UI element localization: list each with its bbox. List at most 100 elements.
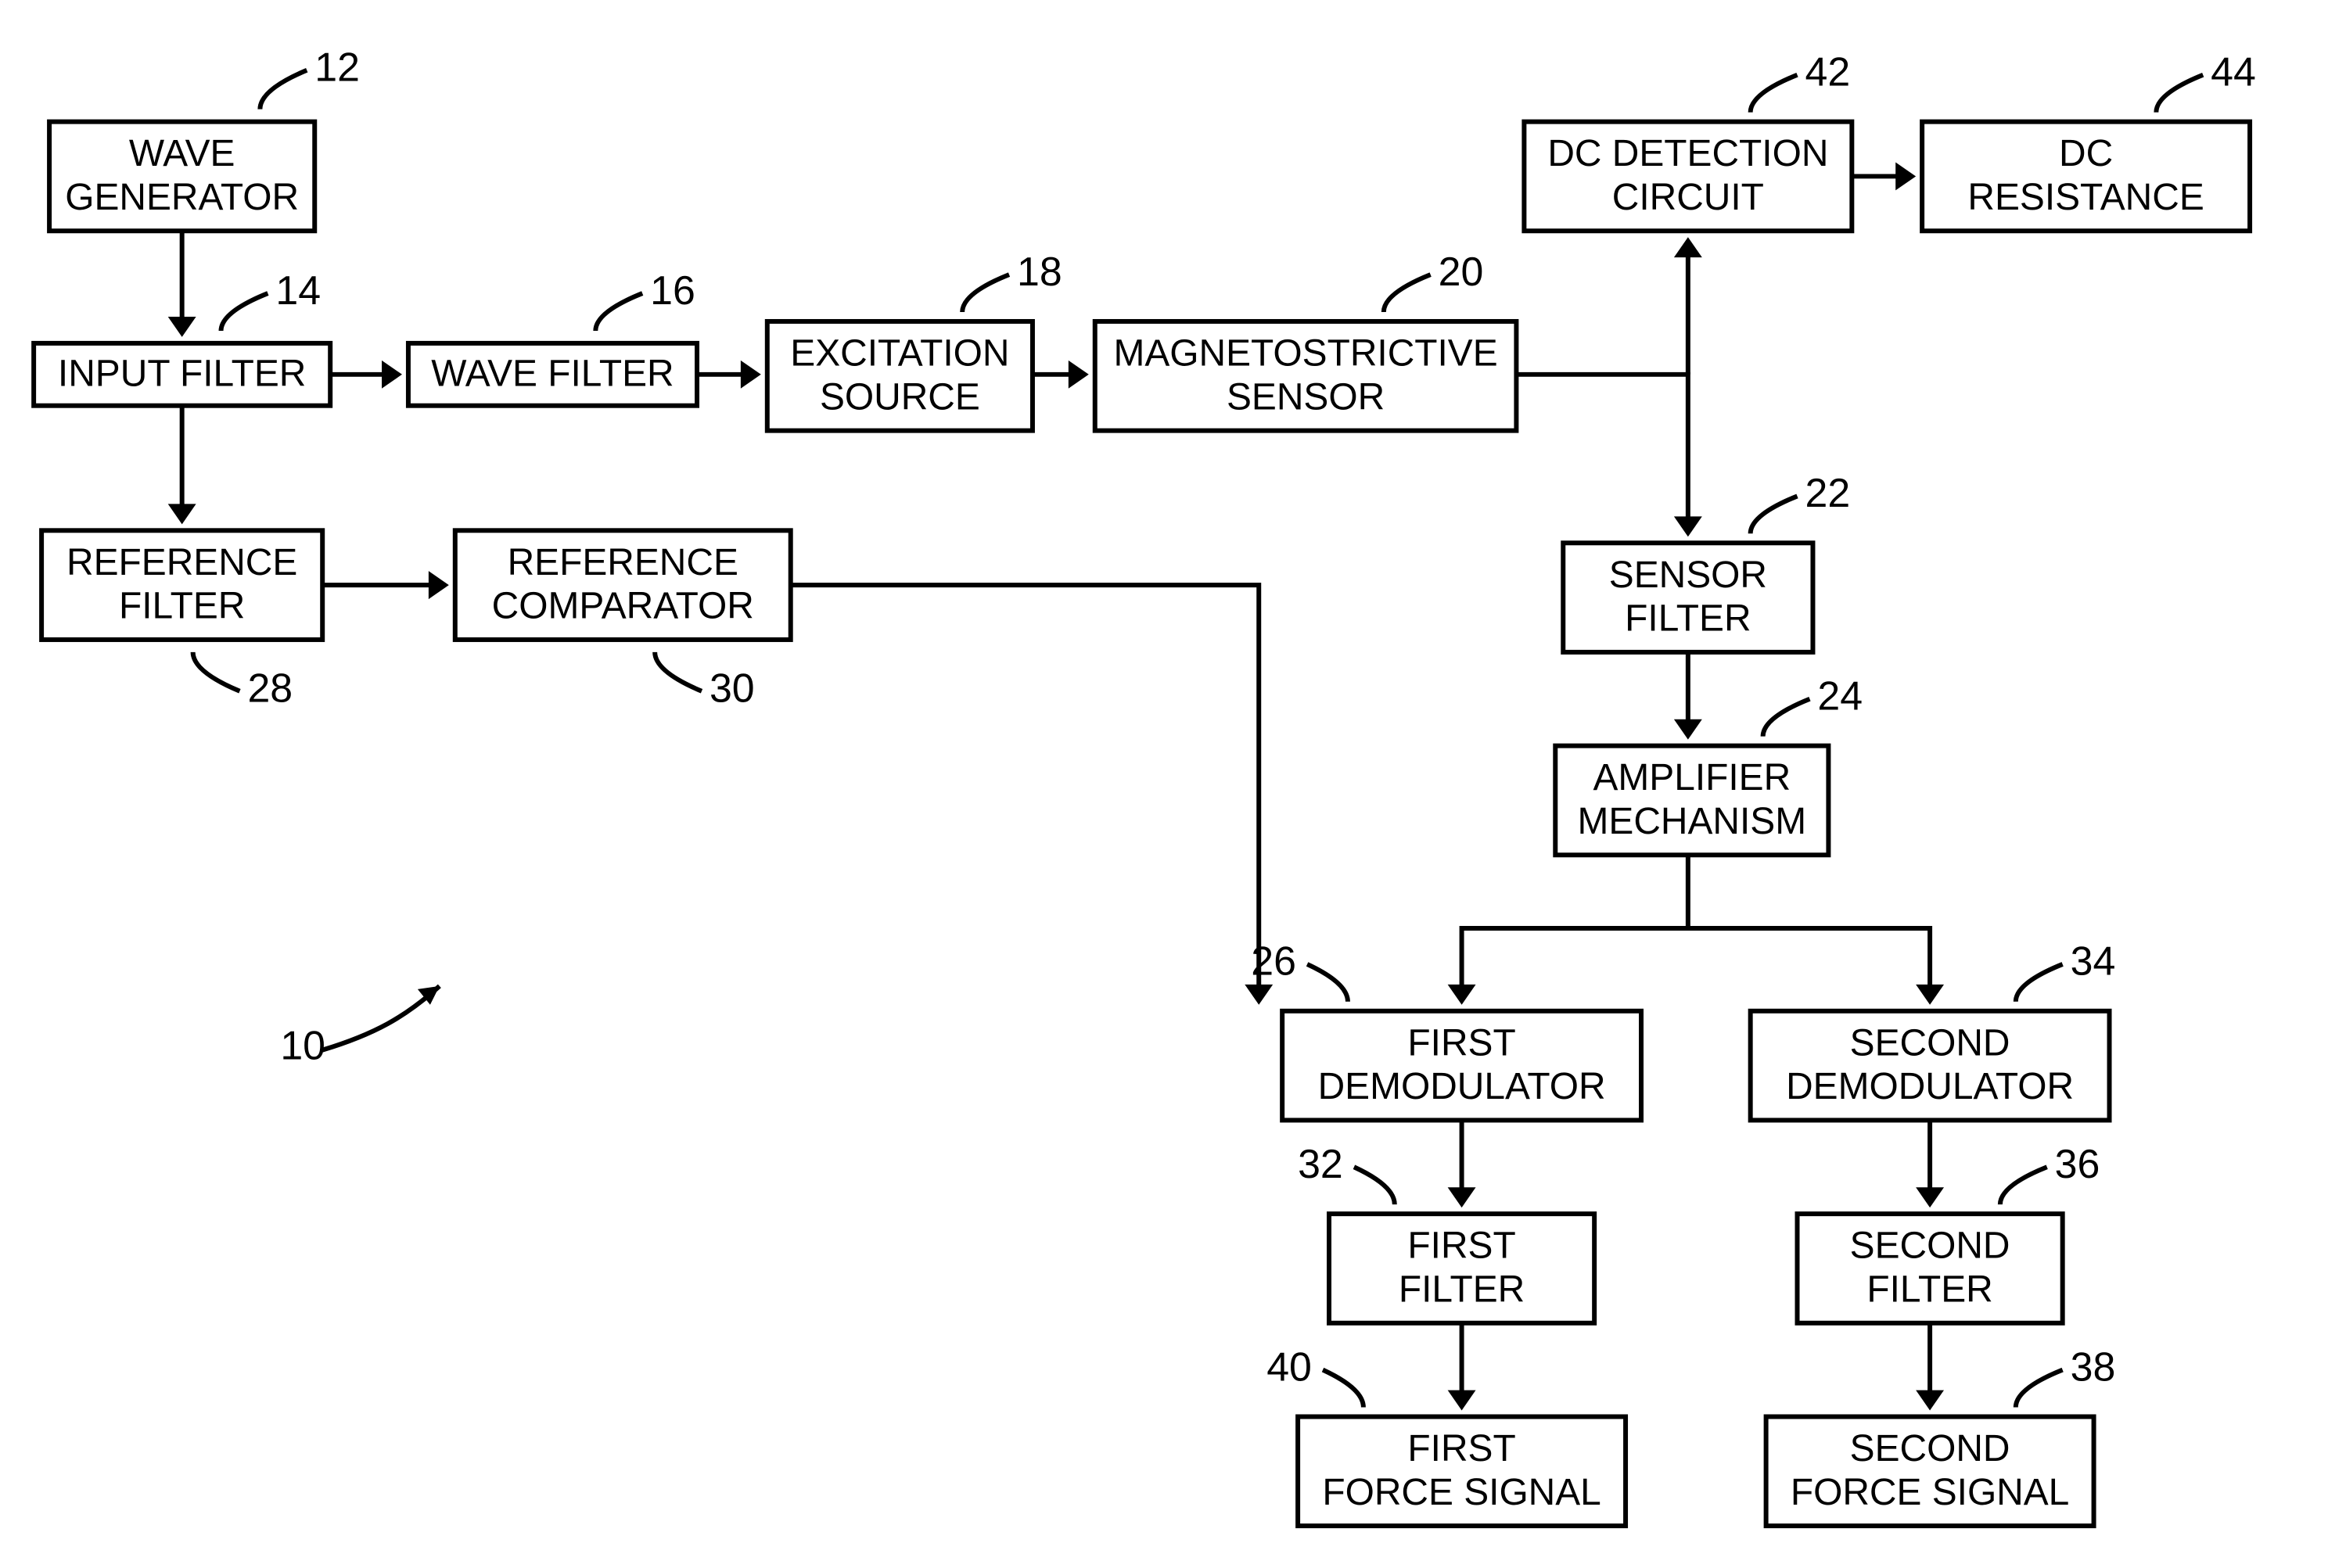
edge-magnetostrictive-to-sensor-filter [1516, 237, 1701, 536]
block-amplifier-mechanism: AMPLIFIERMECHANISM [1555, 746, 1828, 856]
ref-number: 14 [275, 267, 321, 313]
block-input-filter: INPUT FILTER [34, 343, 330, 406]
ref-curve [1751, 496, 1798, 533]
ref-curve [1384, 274, 1431, 312]
block-label: WAVE [129, 133, 235, 174]
ref-curve [1354, 1167, 1395, 1204]
block-dc-detection: DC DETECTIONCIRCUIT [1524, 122, 1852, 231]
block-label: SECOND [1850, 1225, 2010, 1267]
edge-sensor-filter-to-amplifier-mechanism [1674, 652, 1702, 740]
ref-curve [962, 274, 1009, 312]
block-first-demodulator: FIRSTDEMODULATOR [1282, 1011, 1641, 1121]
ref-curve [221, 293, 268, 331]
block-second-filter: SECONDFILTER [1798, 1214, 2063, 1323]
ref-curve [2016, 964, 2063, 1002]
ref-curve [1763, 699, 1810, 737]
block-label: SECOND [1850, 1022, 2010, 1064]
block-label: FILTER [1866, 1269, 1992, 1311]
ref-curve [193, 652, 240, 691]
block-label: SENSOR [1609, 554, 1767, 596]
ref-curve [260, 70, 307, 109]
edge-wave-filter-to-excitation-source [697, 361, 761, 389]
edge-amplifier-mechanism-to-second-demodulator [1688, 928, 1944, 1005]
block-label: SENSOR [1227, 376, 1385, 418]
block-label: GENERATOR [65, 177, 299, 218]
ref-number: 32 [1298, 1141, 1343, 1186]
ref-curve [1307, 964, 1348, 1002]
block-sensor-filter: SENSORFILTER [1563, 543, 1812, 652]
block-label: DC DETECTION [1547, 133, 1828, 174]
block-label: SECOND [1850, 1428, 2010, 1469]
block-label: FIRST [1407, 1225, 1515, 1267]
block-label: FORCE SIGNAL [1791, 1472, 2069, 1513]
block-label: MECHANISM [1578, 801, 1807, 842]
edge-second-demodulator-to-second-filter [1916, 1120, 1944, 1207]
ref-curve [2000, 1167, 2047, 1204]
ref-number: 42 [1805, 48, 1850, 94]
block-label: DEMODULATOR [1318, 1066, 1606, 1107]
block-wave-generator: WAVEGENERATOR [49, 122, 314, 231]
block-label: CIRCUIT [1612, 177, 1764, 218]
ref-number: 36 [2055, 1141, 2100, 1186]
block-label: SOURCE [820, 376, 980, 418]
ref-number: 28 [247, 665, 293, 710]
block-diagram: WAVEGENERATOR INPUT FILTER WAVE FILTER EXCI… [0, 0, 2346, 1568]
edge-reference-comparator-to-first-demodulator [791, 585, 1273, 1005]
block-reference-comparator: REFERENCECOMPARATOR [455, 530, 791, 640]
block-label: FIRST [1407, 1022, 1515, 1064]
block-first-filter: FIRSTFILTER [1329, 1214, 1594, 1323]
block-label: FILTER [1399, 1269, 1525, 1311]
block-label: DC [2059, 133, 2113, 174]
edge-amplifier-mechanism-to-first-demodulator [1448, 855, 1688, 1005]
figure-ref-arrow [322, 986, 440, 1050]
block-second-demodulator: SECONDDEMODULATOR [1751, 1011, 2110, 1121]
ref-number: 24 [1817, 673, 1863, 718]
block-label: REFERENCE [66, 542, 297, 583]
edge-dc-detection-to-dc-resistance [1852, 162, 1916, 190]
edge-first-filter-to-first-force-signal [1448, 1323, 1476, 1411]
ref-number: 18 [1017, 249, 1062, 294]
block-label: COMPARATOR [492, 586, 754, 627]
ref-number: 20 [1439, 249, 1484, 294]
block-wave-filter: WAVE FILTER [408, 343, 697, 406]
ref-number: 26 [1251, 938, 1296, 984]
ref-number: 34 [2071, 938, 2116, 984]
ref-number: 30 [710, 665, 755, 710]
ref-curve [2156, 75, 2203, 113]
block-first-force-signal: FIRSTFORCE SIGNAL [1298, 1416, 1626, 1526]
block-second-force-signal: SECONDFORCE SIGNAL [1766, 1416, 2094, 1526]
ref-curve [655, 652, 702, 691]
block-label: INPUT FILTER [58, 353, 306, 394]
block-label: REFERENCE [508, 542, 738, 583]
edge-excitation-source-to-magnetostrictive [1033, 361, 1089, 389]
block-label: FIRST [1407, 1428, 1515, 1469]
block-label: MAGNETOSTRICTIVE [1113, 333, 1497, 375]
edge-second-filter-to-second-force-signal [1916, 1323, 1944, 1411]
block-label: WAVE FILTER [431, 353, 674, 394]
edge-reference-filter-to-reference-comparator [322, 571, 449, 599]
ref-number: 40 [1266, 1344, 1312, 1389]
ref-number: 44 [2211, 48, 2256, 94]
ref-number: 38 [2071, 1344, 2116, 1389]
block-magnetostrictive: MAGNETOSTRICTIVESENSOR [1095, 321, 1517, 431]
ref-curve [1751, 75, 1798, 113]
block-label: AMPLIFIER [1593, 757, 1791, 798]
block-label: FILTER [119, 586, 245, 627]
block-reference-filter: REFERENCEFILTER [41, 530, 322, 640]
block-label: EXCITATION [790, 333, 1009, 375]
ref-number: 22 [1805, 470, 1850, 515]
edge-wave-generator-to-input-filter [168, 231, 196, 337]
edge-input-filter-to-reference-filter [168, 406, 196, 525]
ref-number: 16 [650, 267, 695, 313]
block-label: FILTER [1625, 598, 1751, 640]
block-excitation-source: EXCITATIONSOURCE [767, 321, 1033, 431]
block-label: FORCE SIGNAL [1322, 1472, 1601, 1513]
edge-input-filter-to-wave-filter [330, 361, 402, 389]
figure-ref-number: 10 [280, 1022, 325, 1067]
ref-curve [595, 293, 642, 331]
block-label: RESISTANCE [1967, 177, 2204, 218]
ref-curve [1323, 1370, 1363, 1408]
ref-number: 12 [314, 44, 360, 89]
edge-first-demodulator-to-first-filter [1448, 1120, 1476, 1207]
block-label: DEMODULATOR [1786, 1066, 2074, 1107]
